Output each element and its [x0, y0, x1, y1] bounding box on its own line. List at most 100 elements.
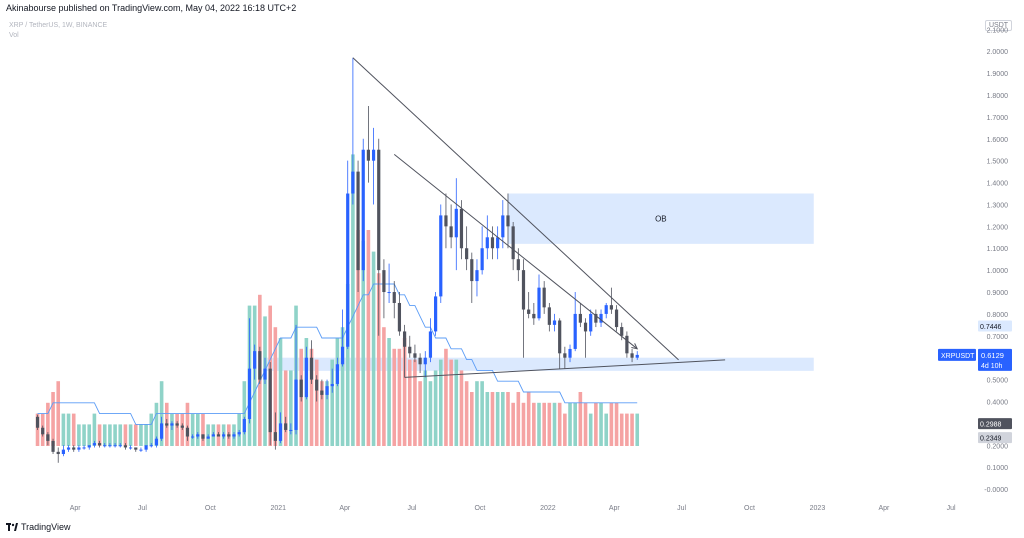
candle-body[interactable] — [382, 270, 386, 293]
candle-body[interactable] — [444, 215, 448, 227]
volume-bar[interactable] — [71, 413, 76, 446]
candle-body[interactable] — [418, 357, 422, 365]
volume-bar[interactable] — [552, 402, 557, 446]
volume-bar[interactable] — [469, 392, 474, 446]
volume-bar[interactable] — [366, 230, 371, 446]
volume-bar[interactable] — [402, 338, 407, 446]
order-block-zone[interactable] — [507, 193, 814, 244]
volume-bar[interactable] — [237, 413, 241, 446]
candle-body[interactable] — [428, 331, 433, 358]
candle-body[interactable] — [123, 445, 128, 448]
volume-bar[interactable] — [190, 413, 195, 446]
candle-body[interactable] — [434, 296, 438, 332]
volume-bar[interactable] — [123, 424, 128, 446]
candle-body[interactable] — [309, 357, 314, 380]
candle-body[interactable] — [160, 423, 164, 439]
volume-bar[interactable] — [289, 370, 293, 446]
candle-body[interactable] — [41, 427, 45, 435]
volume-bar[interactable] — [330, 359, 335, 446]
candle-body[interactable] — [139, 449, 143, 451]
candle-body[interactable] — [165, 423, 169, 426]
volume-bar[interactable] — [87, 424, 92, 446]
volume-bar[interactable] — [542, 402, 546, 446]
volume-bar[interactable] — [149, 413, 154, 446]
volume-bar[interactable] — [495, 392, 500, 446]
volume-bar[interactable] — [392, 348, 397, 446]
volume-bar[interactable] — [139, 424, 143, 446]
candle-body[interactable] — [315, 379, 319, 391]
volume-bar[interactable] — [516, 392, 521, 446]
volume-bar[interactable] — [97, 424, 102, 446]
volume-bar[interactable] — [61, 413, 66, 446]
candle-body[interactable] — [485, 237, 489, 249]
candle-body[interactable] — [511, 226, 515, 260]
volume-bar[interactable] — [454, 359, 459, 446]
candle-body[interactable] — [299, 379, 303, 398]
candle-body[interactable] — [103, 445, 107, 447]
candle-body[interactable] — [496, 237, 500, 249]
candle-body[interactable] — [149, 445, 153, 447]
candle-body[interactable] — [294, 379, 298, 430]
candle-body[interactable] — [454, 208, 458, 238]
candle-body[interactable] — [558, 320, 562, 354]
candle-body[interactable] — [77, 447, 81, 450]
candle-body[interactable] — [366, 149, 371, 161]
candle-body[interactable] — [599, 313, 603, 323]
candle-body[interactable] — [346, 193, 350, 347]
volume-bar[interactable] — [371, 251, 376, 446]
volume-legend[interactable]: Vol — [9, 32, 19, 39]
candle-body[interactable] — [335, 364, 339, 384]
volume-bar[interactable] — [438, 359, 443, 446]
volume-bar[interactable] — [56, 381, 61, 446]
candle-body[interactable] — [371, 149, 376, 161]
candle-body[interactable] — [392, 292, 396, 303]
candle-body[interactable] — [521, 270, 526, 310]
candle-body[interactable] — [118, 445, 122, 447]
volume-bar[interactable] — [433, 370, 438, 446]
candle-body[interactable] — [604, 305, 608, 314]
candle-body[interactable] — [268, 368, 272, 433]
candle-body[interactable] — [284, 423, 288, 430]
candle-body[interactable] — [253, 351, 257, 369]
candle-body[interactable] — [402, 331, 407, 347]
candle-body[interactable] — [97, 443, 102, 446]
volume-bar[interactable] — [609, 402, 614, 446]
volume-bar[interactable] — [521, 402, 526, 446]
volume-bar[interactable] — [46, 402, 50, 446]
volume-bar[interactable] — [397, 348, 402, 446]
volume-bar[interactable] — [413, 359, 417, 446]
descending-trendline[interactable] — [352, 57, 679, 361]
volume-bar[interactable] — [351, 154, 355, 446]
volume-bar[interactable] — [345, 284, 350, 446]
volume-bar[interactable] — [475, 381, 479, 446]
volume-bar[interactable] — [573, 402, 577, 446]
volume-bar[interactable] — [144, 424, 148, 446]
candle-body[interactable] — [609, 305, 613, 310]
volume-bar[interactable] — [614, 402, 619, 446]
volume-bar[interactable] — [77, 424, 81, 446]
candle-body[interactable] — [72, 447, 76, 450]
candle-body[interactable] — [387, 292, 391, 294]
candle-body[interactable] — [175, 423, 179, 426]
volume-bar[interactable] — [128, 424, 133, 446]
candle-body[interactable] — [185, 427, 190, 437]
candle-body[interactable] — [356, 171, 360, 271]
candle-body[interactable] — [563, 353, 567, 358]
volume-bar[interactable] — [108, 424, 112, 446]
volume-bar[interactable] — [588, 413, 593, 446]
volume-bar[interactable] — [133, 424, 138, 446]
volume-bar[interactable] — [201, 413, 205, 446]
volume-bar[interactable] — [480, 381, 484, 446]
candle-body[interactable] — [46, 434, 50, 441]
volume-trend-arrow[interactable] — [393, 154, 638, 350]
candle-body[interactable] — [589, 313, 593, 332]
candle-body[interactable] — [506, 215, 510, 227]
volume-bar[interactable] — [464, 381, 469, 446]
candle-body[interactable] — [573, 313, 577, 349]
support-zone[interactable] — [265, 357, 814, 371]
volume-bar[interactable] — [356, 230, 360, 446]
currency-selector[interactable]: USDT — [985, 20, 1013, 31]
candle-body[interactable] — [480, 248, 484, 271]
candle-body[interactable] — [537, 287, 541, 319]
candle-body[interactable] — [594, 313, 598, 323]
